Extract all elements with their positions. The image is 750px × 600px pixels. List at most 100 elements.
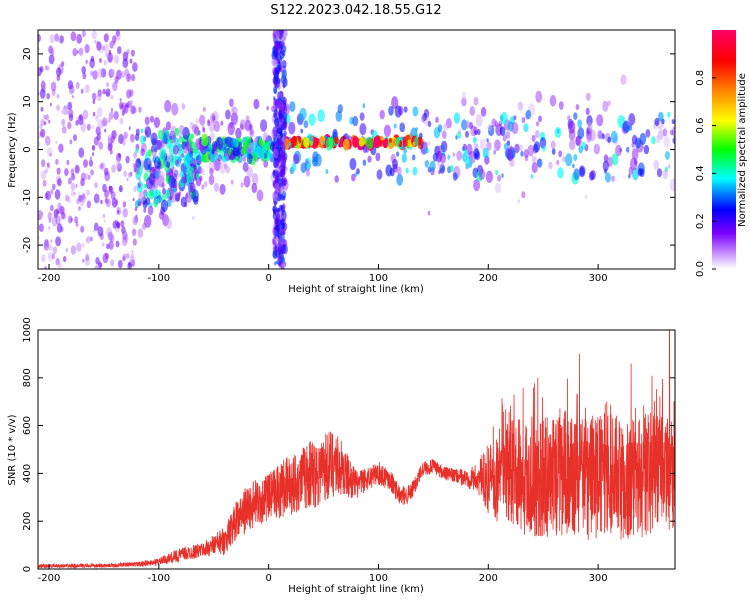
spectrogram-blob [49,204,54,212]
spectrogram-blob [123,131,128,140]
spectrogram-blob [537,158,543,168]
spectrogram-blob [48,244,53,252]
spectrogram-blob [73,191,76,196]
spectrogram-blob [57,178,62,187]
spectrogram-blob [108,68,114,79]
spectrogram-blob [67,177,72,185]
spectrogram-blob [282,263,285,268]
spectrogram-blob [117,259,123,269]
spectrogram-blob [245,115,250,123]
spectrogram-blob [85,252,89,259]
spectrogram-blob [186,151,194,165]
spectrogram-blob [628,113,636,126]
spectrogram-blob [165,121,172,131]
spectrogram-blob [657,129,664,140]
spectrogram-blob [110,259,115,267]
spectrogram-blob [59,35,64,44]
spectrogram-blob [168,154,176,167]
spectrogram-blob [87,174,91,180]
spectrogram-blob [299,107,307,121]
spectrogram-blobs [38,30,675,269]
spectrogram-blob [229,98,234,107]
spectrogram-blob [122,58,129,69]
spectrogram-blob [277,191,281,197]
spectrogram-blob [146,177,153,190]
spectrogram-blob [213,158,221,172]
spectrogram-blob [41,159,46,168]
spectrogram-blob [250,142,255,149]
spectrogram-blob [396,166,402,176]
spectrogram-blob [375,152,381,162]
x-tick-label: 200 [479,273,498,284]
spectrogram-blob [424,160,429,168]
spectrogram-blob [112,81,118,92]
spectrogram-blob [76,242,82,253]
spectrogram-blob [567,115,571,121]
spectrogram-blob [115,30,120,37]
spectrogram-blob [283,215,286,219]
spectrogram-blob [50,48,55,56]
spectrogram-blob [525,109,532,120]
snr-panel: -200 -100 0 100 200 300 0 200 400 600 800 1000 Hei… [7,317,676,595]
spectrogram-blob [42,179,47,187]
spectrogram-blob [645,129,651,138]
spectrogram-blob [278,254,283,261]
spectrogram-blob [140,148,145,157]
spectrogram-blob [548,161,553,170]
spectrogram-blob [62,105,69,116]
spectrogram-blob [74,164,80,174]
spectrogram-blob [43,121,46,126]
spectrogram-blob [281,196,285,201]
spectrogram-blob [97,89,102,97]
spectrogram-blob [126,102,129,108]
spectrogram-blob [275,246,278,251]
spectrogram-blob [611,175,615,182]
spectrogram-blob [80,225,85,233]
spectrogram-blob [101,120,106,127]
x-tick-label: 0 [265,573,271,584]
spectrogram-blob [70,190,75,197]
spectrogram-blob [128,126,131,130]
spectrogram-blob [279,226,284,236]
spectrogram-blob [538,115,542,123]
spectrogram-blob [129,171,133,177]
spectrogram-blob [425,147,429,154]
spectrogram-blob [247,142,254,154]
spectrogram-blob [439,163,446,174]
spectrogram-blob [465,130,469,138]
spectrogram-blob [396,173,404,186]
spectrogram-blob [114,54,120,64]
spectrogram-blob [466,143,473,155]
spectrogram-blob [102,45,105,51]
spectrogram-blob [96,91,102,102]
spectrogram-blob [272,32,276,39]
spectrogram-blob [99,58,102,63]
spectrogram-blob [105,52,108,57]
spectrogram-blob [332,128,338,138]
spectrogram-blob [195,172,200,180]
spectrogram-blob [456,131,462,139]
spectrogram-y-label: Frequency (Hz) [7,112,18,188]
spectrogram-blob [514,143,520,154]
spectrogram-blob [70,182,76,191]
spectrogram-blob [281,69,287,79]
spectrogram-blob [276,214,280,219]
spectrogram-blob [500,112,508,125]
spectrogram-blob [653,159,660,171]
spectrogram-blob [131,228,137,237]
spectrogram-blob [662,169,669,180]
x-tick-label: 200 [479,573,498,584]
spectrogram-blob [171,102,179,116]
spectrogram-blob [277,135,283,146]
spectrogram-blob [401,153,407,163]
spectrogram-blob [233,119,237,126]
spectrogram-blob [96,107,103,118]
spectrogram-blob [55,236,61,247]
spectrogram-blob [46,162,50,168]
spectrogram-blob [519,144,523,152]
spectrogram-blob [291,136,298,147]
spectrogram-blob [573,154,578,161]
spectrogram-blob [190,166,194,172]
spectrogram-blob [630,157,638,171]
y-tick-label: 20 [22,48,33,61]
